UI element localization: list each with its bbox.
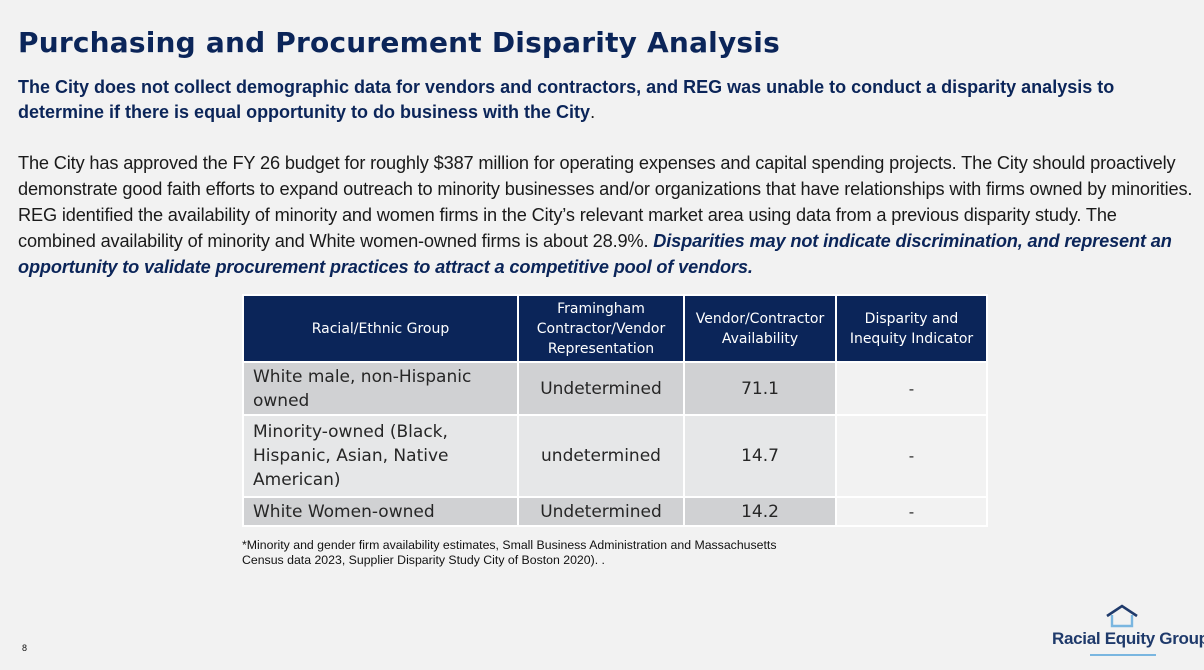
cell-group: White Women-owned — [242, 496, 519, 527]
footnote: *Minority and gender firm availability e… — [242, 538, 777, 567]
header-availability: Vendor/Contractor Availability — [683, 294, 837, 363]
table-row: Minority-owned (Black, Hispanic, Asian, … — [242, 414, 988, 498]
cell-group: Minority-owned (Black, Hispanic, Asian, … — [242, 414, 519, 498]
cell-availability: 71.1 — [683, 361, 837, 416]
slide-title: Purchasing and Procurement Disparity Ana… — [18, 26, 780, 59]
racial-equity-group-logo: Racial Equity Group — [1052, 603, 1204, 659]
header-representation: Framingham Contractor/Vendor Representat… — [517, 294, 685, 363]
logo-text: Racial Equity Group — [1052, 629, 1204, 648]
cell-availability: 14.2 — [683, 496, 837, 527]
cell-representation: Undetermined — [517, 496, 685, 527]
subtitle-period: . — [590, 102, 596, 122]
subtitle-text: The City does not collect demographic da… — [18, 77, 1115, 122]
header-indicator: Disparity and Inequity Indicator — [835, 294, 988, 363]
cell-representation: Undetermined — [517, 361, 685, 416]
cell-group: White male, non-Hispanic owned — [242, 361, 519, 416]
body-paragraph: The City has approved the FY 26 budget f… — [18, 150, 1193, 280]
table-row: White male, non-Hispanic owned Undetermi… — [242, 361, 988, 416]
logo-underline — [1090, 654, 1156, 656]
body-emphasis: Disparities may not indicate discriminat… — [18, 231, 1172, 277]
cell-indicator: - — [835, 496, 988, 527]
cell-indicator: - — [835, 414, 988, 498]
disparity-table: Racial/Ethnic Group Framingham Contracto… — [242, 294, 988, 527]
house-icon — [1106, 604, 1138, 628]
cell-representation: undetermined — [517, 414, 685, 498]
header-racial-ethnic-group: Racial/Ethnic Group — [242, 294, 519, 363]
body-text: The City has approved the FY 26 budget f… — [18, 153, 1193, 251]
table-row: White Women-owned Undetermined 14.2 - — [242, 496, 988, 527]
table-header-row: Racial/Ethnic Group Framingham Contracto… — [242, 294, 988, 363]
slide-subtitle: The City does not collect demographic da… — [18, 75, 1188, 125]
cell-availability: 14.7 — [683, 414, 837, 498]
cell-indicator: - — [835, 361, 988, 416]
page-number: 8 — [22, 643, 28, 653]
